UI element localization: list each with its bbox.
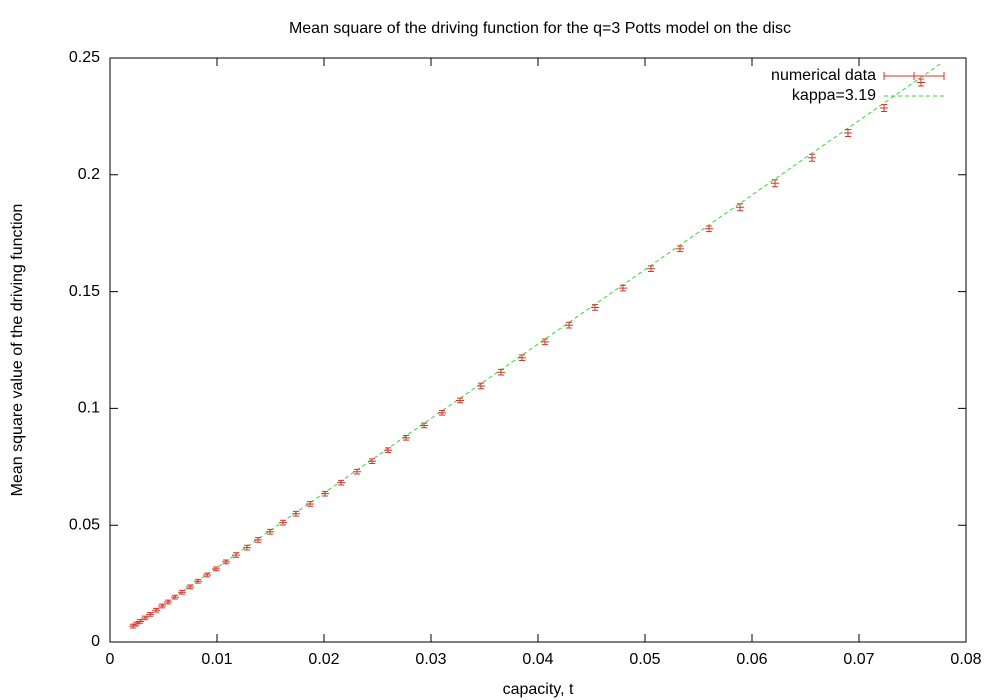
y-tick-label: 0.1 [78, 400, 100, 417]
y-tick-label: 0.2 [78, 166, 100, 183]
error-bar [163, 599, 172, 605]
error-bar [420, 422, 429, 429]
x-tick-label: 0.02 [308, 651, 339, 668]
error-bar [517, 354, 526, 362]
error-bar [540, 338, 549, 346]
x-tick-label: 0.04 [522, 651, 553, 668]
error-bar [186, 584, 195, 590]
error-bar [178, 589, 187, 595]
error-bar [618, 284, 627, 292]
error-bar [265, 528, 274, 535]
error-bar [291, 510, 300, 517]
y-tick-label: 0 [91, 633, 100, 650]
error-bar [591, 304, 600, 311]
error-bar [320, 490, 329, 497]
error-bar [242, 544, 251, 551]
error-bar [675, 245, 684, 253]
chart-title: Mean square of the driving function for … [289, 20, 791, 37]
y-tick-label: 0.15 [69, 283, 100, 300]
error-bar [158, 603, 167, 609]
error-bar [203, 572, 212, 578]
x-tick-label: 0.05 [629, 651, 660, 668]
error-bar [383, 447, 392, 454]
error-bar [880, 103, 889, 112]
error-bar [916, 78, 925, 87]
error-bar [455, 397, 464, 404]
error-bar [140, 615, 149, 621]
error-bar [170, 594, 179, 600]
error-bar [401, 434, 410, 441]
error-bar [152, 607, 161, 613]
error-bar [135, 619, 144, 624]
error-bar [146, 612, 155, 617]
error-bar [305, 501, 314, 507]
error-bar [337, 479, 346, 486]
error-bar [232, 552, 241, 558]
error-bar [496, 368, 505, 376]
error-bar [193, 578, 202, 584]
error-bar [132, 621, 141, 627]
error-bar [565, 321, 574, 329]
error-bar [771, 179, 780, 188]
error-bar [736, 203, 745, 212]
error-bar [704, 225, 713, 233]
legend-label: numerical data [771, 67, 876, 84]
x-tick-label: 0.03 [415, 651, 446, 668]
error-bar [368, 458, 377, 465]
fit-line [132, 63, 941, 627]
x-tick-label: 0.06 [736, 651, 767, 668]
x-tick-label: 0 [106, 651, 115, 668]
error-bar [352, 468, 361, 475]
error-bar [438, 410, 447, 416]
legend-swatch [883, 72, 945, 80]
error-bar [279, 519, 288, 526]
error-bar [212, 566, 221, 572]
error-bar [221, 559, 230, 565]
x-axis-label: capacity, t [503, 681, 574, 698]
error-bar [843, 128, 852, 137]
y-axis-label: Mean square value of the driving functio… [9, 204, 26, 497]
error-bar [476, 382, 485, 390]
x-tick-label: 0.08 [950, 651, 981, 668]
error-bar [253, 537, 262, 543]
y-tick-label: 0.25 [69, 49, 100, 66]
error-bar [646, 265, 655, 273]
x-tick-label: 0.07 [843, 651, 874, 668]
legend-label: kappa=3.19 [792, 87, 876, 104]
x-tick-label: 0.01 [201, 651, 232, 668]
y-tick-label: 0.05 [69, 516, 100, 533]
error-bar [808, 153, 817, 162]
